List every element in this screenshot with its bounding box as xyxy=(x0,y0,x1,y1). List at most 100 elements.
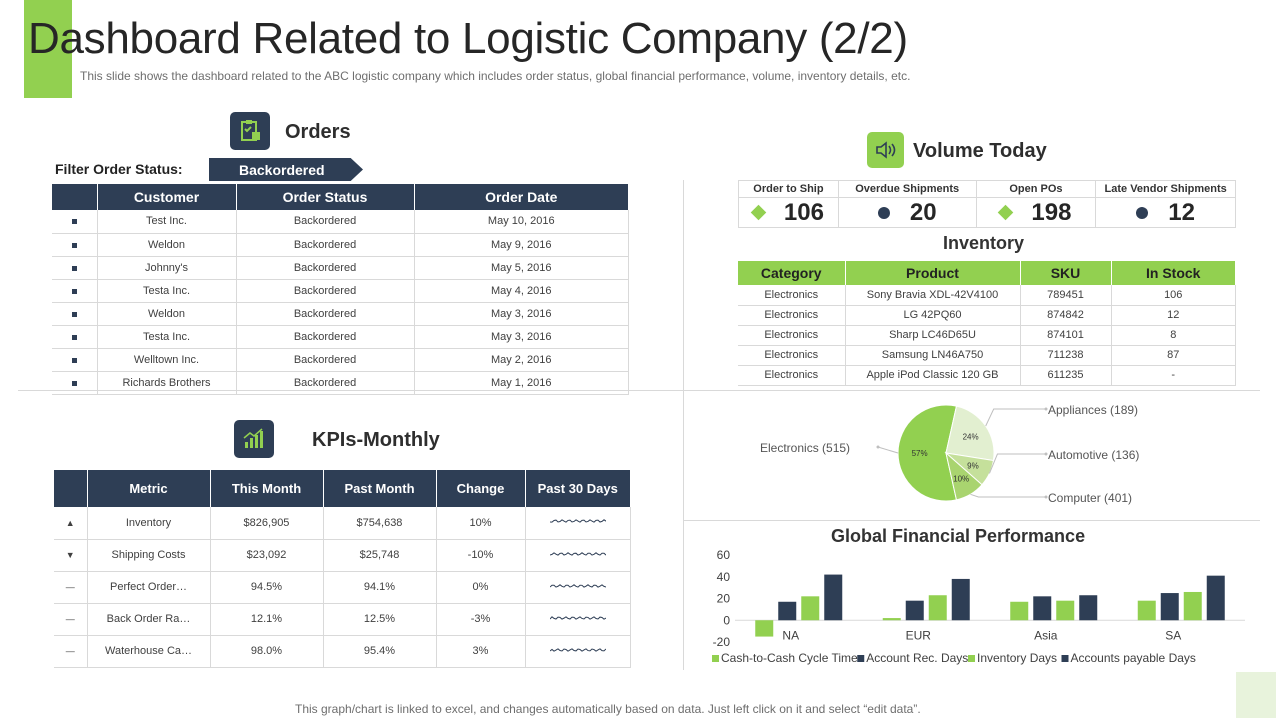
orders-cell-status: Backordered xyxy=(236,371,415,395)
kpi-row: — Perfect Order… 94.5% 94.1% 0% xyxy=(54,571,631,604)
inventory-cell-sku: 711238 xyxy=(1020,345,1112,366)
square-bullet-icon xyxy=(71,265,77,271)
orders-cell-status: Backordered xyxy=(236,279,415,303)
inventory-row: Electronics Apple iPod Classic 120 GB 6112… xyxy=(738,365,1236,386)
orders-cell-customer: Testa Inc. xyxy=(97,279,237,303)
orders-cell-status: Backordered xyxy=(236,233,415,257)
pie-leader-dot xyxy=(876,445,880,449)
legend-swatch xyxy=(968,655,975,662)
page-title: Dashboard Related to Logistic Company (2… xyxy=(28,14,908,63)
pie-leader-dot xyxy=(1044,407,1048,411)
orders-cell-status: Backordered xyxy=(236,302,415,326)
orders-cell-date: May 5, 2016 xyxy=(414,256,629,280)
bar xyxy=(1010,601,1029,621)
orders-row: Test Inc. Backordered May 10, 2016 xyxy=(52,210,629,234)
bar xyxy=(1160,593,1179,621)
trend-marker-icon: ▲ xyxy=(54,507,88,540)
volume-label: Order to Ship xyxy=(738,180,839,198)
x-tick-label: EUR xyxy=(906,628,932,642)
row-marker xyxy=(52,233,98,257)
gfp-bar-chart: 60 40 20 0 -20 NA EUR Asia SA Cash-to-Cash Cycle … xyxy=(712,548,1245,665)
square-bullet-icon xyxy=(71,334,77,340)
inventory-cell-in-stock: 106 xyxy=(1111,285,1236,306)
inventory-header-in-stock: In Stock xyxy=(1111,261,1236,285)
kpi-cell-this-month: 12.1% xyxy=(210,603,324,636)
footer-note: This graph/chart is linked to excel, and… xyxy=(295,702,921,716)
inventory-cell-product: Samsung LN46A750 xyxy=(845,345,1021,366)
kpi-header-this-month: This Month xyxy=(210,470,324,507)
kpi-cell-this-month: 94.5% xyxy=(210,571,324,604)
kpi-header-past-30-days: Past 30 Days xyxy=(525,470,631,507)
orders-cell-date: May 3, 2016 xyxy=(414,325,629,349)
row-marker xyxy=(52,348,98,372)
row-marker xyxy=(52,256,98,280)
y-tick-label: 40 xyxy=(717,570,731,584)
inventory-cell-in-stock: 87 xyxy=(1111,345,1236,366)
inventory-cell-product: LG 42PQ60 xyxy=(845,305,1021,326)
bar xyxy=(928,595,947,621)
bar xyxy=(801,596,820,621)
pie-leader-line xyxy=(985,408,1046,427)
bar xyxy=(1183,591,1202,621)
kpi-cell-change: -3% xyxy=(436,603,526,636)
pie-slice-label: 9% xyxy=(967,462,979,471)
inventory-header-category: Category xyxy=(738,261,846,285)
inventory-cell-in-stock: - xyxy=(1111,365,1236,386)
volume-label: Overdue Shipments xyxy=(837,180,977,198)
x-tick-label: Asia xyxy=(1034,628,1058,642)
inventory-cell-in-stock: 12 xyxy=(1111,305,1236,326)
orders-row: Testa Inc. Backordered May 3, 2016 xyxy=(52,325,629,349)
inventory-cell-product: Sharp LC46D65U xyxy=(845,325,1021,346)
inventory-cell-sku: 874842 xyxy=(1020,305,1112,326)
dot-marker-icon xyxy=(877,206,890,219)
orders-cell-status: Backordered xyxy=(236,210,415,234)
pie-label-electronics: Electronics (515) xyxy=(760,441,851,455)
row-marker xyxy=(52,325,98,349)
pie-leader-dot xyxy=(1044,452,1048,456)
sparkline xyxy=(549,551,607,556)
sparkline-line xyxy=(549,583,606,588)
y-tick-label: 60 xyxy=(717,548,731,562)
kpi-cell-change: 3% xyxy=(436,635,526,668)
orders-cell-customer: Welltown Inc. xyxy=(97,348,237,372)
legend-swatch xyxy=(1061,655,1069,662)
volume-value: 198 xyxy=(1031,198,1072,226)
diamond-marker-icon xyxy=(750,204,767,221)
orders-cell-customer: Test Inc. xyxy=(97,210,237,234)
bar xyxy=(755,620,774,637)
pie-label-automotive: Automotive (136) xyxy=(1048,448,1140,462)
filter-order-status-select[interactable]: Backordered xyxy=(209,158,363,181)
sparkline-line xyxy=(549,647,607,652)
kpi-row: — Waterhouse Ca… 98.0% 95.4% 3% xyxy=(54,635,631,668)
orders-cell-date: May 3, 2016 xyxy=(414,302,629,326)
kpi-cell-past-month: 12.5% xyxy=(323,603,437,636)
pie-slice xyxy=(897,404,958,502)
pie-label-appliances: Appliances (189) xyxy=(1048,403,1139,417)
trend-marker-icon: — xyxy=(54,571,88,604)
volume-label: Open POs xyxy=(975,180,1097,198)
orders-header-customer: Customer xyxy=(97,184,237,210)
inventory-cell-sku: 611235 xyxy=(1020,365,1112,386)
legend-label: Inventory Days xyxy=(977,651,1057,665)
clipboard-icon xyxy=(230,112,270,150)
inventory-cell-sku: 789451 xyxy=(1020,285,1112,306)
square-bullet-icon xyxy=(71,219,77,225)
square-bullet-icon xyxy=(71,380,77,386)
sparkline xyxy=(549,519,607,524)
row-marker xyxy=(52,210,98,234)
orders-title: Orders xyxy=(285,121,351,143)
pie-leader-line xyxy=(988,453,1046,474)
pie-leader-dot xyxy=(1044,495,1048,499)
volume-value: 106 xyxy=(783,198,824,226)
orders-cell-status: Backordered xyxy=(236,348,415,372)
x-tick-label: NA xyxy=(782,628,799,642)
orders-header-status: Order Status xyxy=(236,184,415,210)
y-tick-label: 0 xyxy=(723,613,730,627)
pie-slice xyxy=(945,405,995,462)
trend-marker-icon: — xyxy=(54,603,88,636)
pie-label-computer: Computer (401) xyxy=(1048,491,1133,505)
kpi-sparkline-cell xyxy=(525,635,631,668)
kpi-cell-past-month: 95.4% xyxy=(323,635,437,668)
sparkline xyxy=(549,583,606,588)
y-tick-label: -20 xyxy=(713,635,731,649)
